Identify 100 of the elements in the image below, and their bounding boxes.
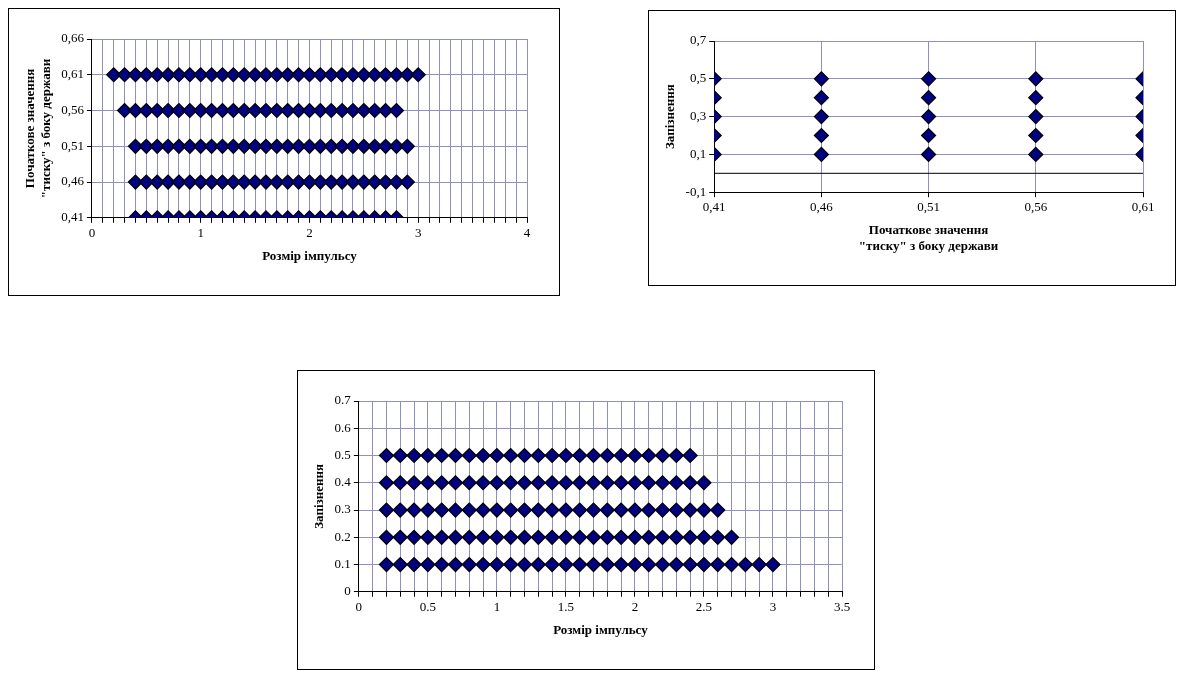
- point: [225, 138, 241, 154]
- point: [225, 67, 241, 83]
- point: [613, 529, 629, 545]
- point: [503, 447, 519, 464]
- point: [668, 502, 684, 518]
- point: [599, 447, 615, 464]
- point: [236, 102, 252, 119]
- point: [461, 556, 477, 573]
- point: [247, 102, 263, 119]
- point: [627, 502, 643, 518]
- y-tick-label: 0: [344, 583, 351, 599]
- point: [654, 529, 671, 545]
- y-tick-label: 0,7: [689, 32, 707, 48]
- point: [475, 502, 491, 518]
- point: [160, 67, 176, 83]
- point: [682, 447, 698, 464]
- point: [392, 475, 408, 491]
- point: [356, 138, 372, 154]
- x-tick-label: 3: [769, 599, 777, 615]
- y-tick-label: 0,3: [689, 108, 707, 124]
- x-tick-label: 0,56: [1024, 199, 1048, 215]
- point: [599, 529, 615, 545]
- point: [572, 529, 588, 545]
- point: [530, 475, 546, 491]
- point: [516, 556, 533, 573]
- point: [461, 447, 477, 464]
- point: [356, 174, 372, 190]
- x-tick-label: 2: [631, 599, 639, 615]
- y-tick-label: 0,61: [61, 66, 84, 82]
- point: [345, 138, 361, 154]
- point: [406, 529, 422, 545]
- point: [723, 556, 740, 573]
- y-tick-label: 0,66: [61, 30, 85, 46]
- point: [447, 447, 464, 464]
- point: [182, 174, 198, 190]
- y-axis-title: Запізнення: [662, 84, 678, 149]
- point: [682, 502, 698, 518]
- y-tick-label: 0,46: [61, 173, 85, 189]
- point: [182, 102, 198, 119]
- point: [258, 102, 274, 119]
- point: [447, 502, 464, 518]
- point: [258, 67, 274, 83]
- point: [641, 529, 657, 545]
- point: [920, 146, 937, 162]
- point: [641, 556, 657, 573]
- point: [489, 529, 505, 545]
- point: [627, 556, 643, 573]
- point: [420, 556, 436, 573]
- point: [323, 174, 339, 190]
- point: [530, 447, 546, 464]
- point: [530, 556, 546, 573]
- point: [378, 556, 395, 573]
- point: [171, 138, 187, 154]
- point: [654, 447, 671, 464]
- point: [378, 475, 395, 491]
- point: [668, 529, 684, 545]
- point: [696, 556, 712, 573]
- point: [420, 529, 436, 545]
- point: [356, 102, 372, 119]
- point: [920, 71, 937, 87]
- point: [613, 556, 629, 573]
- point: [585, 556, 602, 573]
- point: [599, 556, 615, 573]
- point: [149, 174, 165, 190]
- point: [641, 502, 657, 518]
- point: [627, 475, 643, 491]
- y-tick-label: 0.4: [334, 474, 352, 490]
- point: [489, 447, 505, 464]
- point: [420, 475, 436, 491]
- point: [356, 67, 372, 83]
- x-tick-label: 4: [523, 225, 531, 241]
- point: [392, 502, 408, 518]
- point: [138, 67, 154, 83]
- x-tick-label: 0.5: [419, 599, 436, 615]
- point: [503, 475, 519, 491]
- point: [544, 502, 560, 518]
- y-tick-label: 0,56: [61, 101, 85, 117]
- point: [723, 529, 740, 545]
- point: [378, 529, 395, 545]
- point: [406, 556, 422, 573]
- point: [696, 529, 712, 545]
- point: [447, 529, 464, 545]
- point: [668, 447, 684, 464]
- y-tick-label: 0.1: [334, 555, 351, 571]
- point: [558, 529, 574, 545]
- point: [503, 502, 519, 518]
- y-tick-label: 0,41: [61, 209, 84, 225]
- point: [420, 447, 436, 464]
- point: [138, 102, 154, 119]
- point: [558, 556, 574, 573]
- point: [312, 174, 328, 190]
- point: [920, 127, 937, 144]
- point: [475, 475, 491, 491]
- point: [149, 102, 165, 119]
- point: [503, 556, 519, 573]
- y-tick-label: -0,1: [685, 183, 707, 199]
- y-axis-title: Запізнення: [311, 464, 327, 529]
- point: [434, 529, 450, 545]
- point: [516, 502, 533, 518]
- x-tick-label: 2.5: [695, 599, 713, 615]
